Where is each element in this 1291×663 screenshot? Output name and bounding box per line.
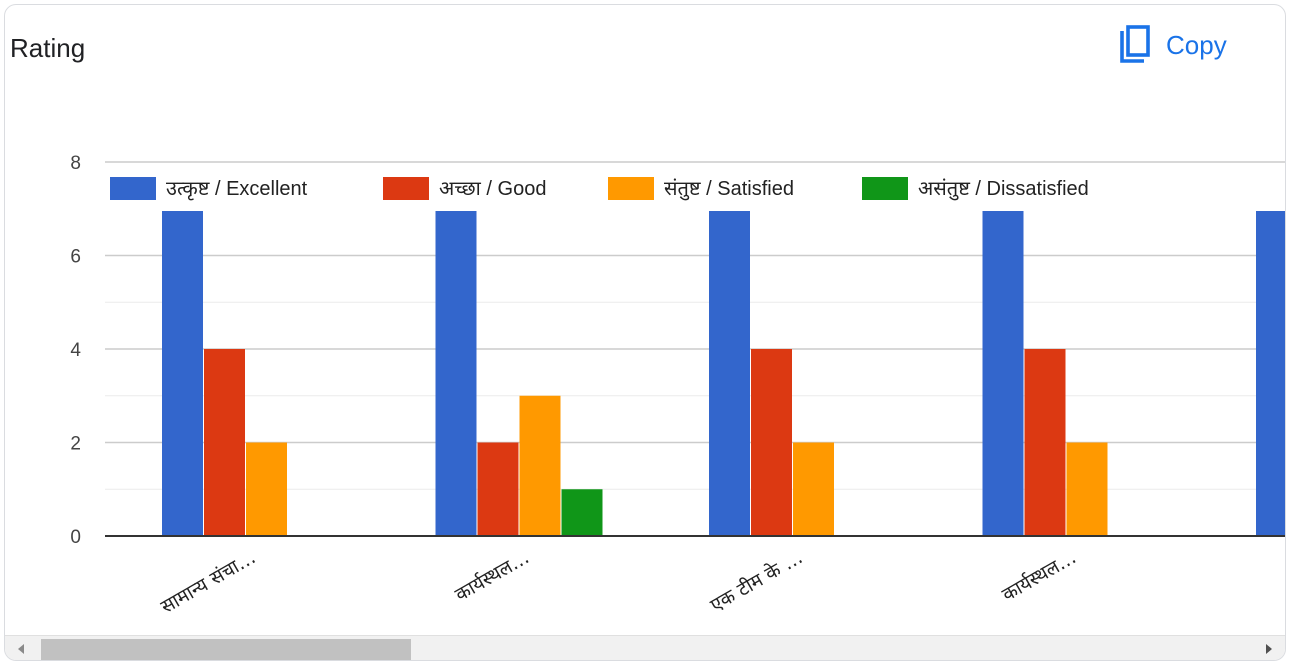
bar [477, 442, 519, 536]
y-tick-label: 6 [70, 247, 81, 268]
x-tick-label: एक टीम के … [706, 545, 806, 616]
bar [162, 208, 203, 536]
legend-swatch [110, 177, 156, 200]
legend-swatch [608, 177, 654, 200]
bar [204, 349, 245, 536]
bar [246, 442, 287, 536]
x-tick-label: कार्यस्थल… [451, 545, 533, 606]
bar [1066, 442, 1108, 536]
bar [519, 395, 561, 536]
chart-card-title: Rating [10, 33, 86, 63]
bar [1024, 349, 1066, 536]
legend-label: संतुष्ट / Satisfied [664, 178, 794, 201]
legend-label: उत्कृष्ट / Excellent [166, 178, 308, 201]
bar [1256, 208, 1285, 536]
scrollbar-thumb[interactable] [41, 639, 411, 660]
legend-swatch [383, 177, 429, 200]
y-tick-label: 2 [70, 434, 81, 455]
bar [982, 208, 1024, 536]
copy-button[interactable]: Copy [1118, 23, 1227, 67]
x-tick-label: कार्यस्थल… [998, 545, 1080, 606]
copy-button-label: Copy [1166, 29, 1227, 60]
legend-label: असंतुष्ट / Dissatisfied [918, 178, 1089, 201]
horizontal-scrollbar[interactable] [5, 635, 1285, 660]
y-tick-label: 4 [70, 340, 81, 361]
chart-card: Rating Copy 0 2 4 6 8 उत्कृष्ट / Excellent अच्… [4, 4, 1286, 661]
y-tick-label: 0 [70, 527, 81, 548]
bar [709, 208, 750, 536]
arrow-right-icon[interactable] [1257, 636, 1281, 660]
bar [751, 349, 792, 536]
legend-background [105, 171, 1285, 211]
bar [435, 208, 477, 536]
x-tick-label: सामान्य संचा… [157, 546, 259, 618]
y-tick-label: 8 [70, 153, 81, 174]
bar [793, 442, 834, 536]
legend-swatch [862, 177, 908, 200]
bar [561, 489, 603, 536]
legend-label: अच्छा / Good [439, 178, 546, 200]
bar-chart: 0 2 4 6 8 उत्कृष्ट / Excellent अच्छा / Good संत… [70, 153, 1285, 618]
copy-icon [1118, 25, 1152, 65]
arrow-left-icon[interactable] [9, 636, 33, 660]
